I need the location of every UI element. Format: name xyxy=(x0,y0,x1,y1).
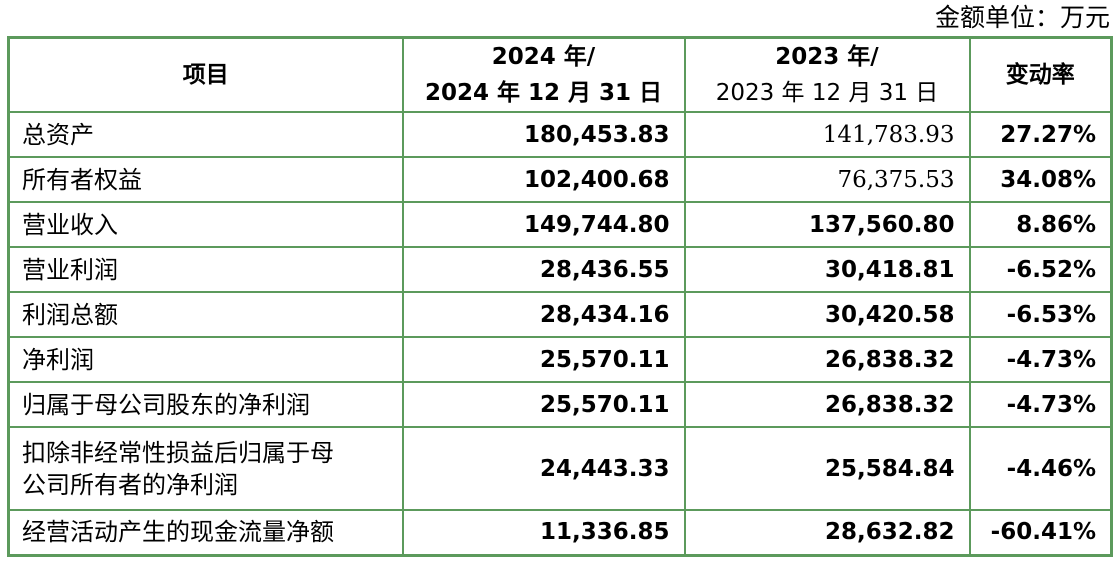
header-2024: 2024 年/ 2024 年 12 月 31 日 xyxy=(401,36,686,113)
header-2023-line2: 2023 年 12 月 31 日 xyxy=(715,80,939,106)
row-change: -6.53% xyxy=(968,291,1113,338)
row-label: 归属于母公司股东的净利润 xyxy=(7,381,404,428)
table-row: 营业收入 149,744.80 137,560.80 8.86% xyxy=(7,201,1113,248)
row-label-line1: 扣除非经常性损益后归属于母 xyxy=(22,438,334,467)
row-value-2023: 137,560.80 xyxy=(683,201,971,248)
table-header-row: 项目 2024 年/ 2024 年 12 月 31 日 2023 年/ 2023… xyxy=(7,36,1113,113)
table-row: 营业利润 28,436.55 30,418.81 -6.52% xyxy=(7,246,1113,293)
header-2024-line1: 2024 年/ xyxy=(491,44,596,70)
header-2023: 2023 年/ 2023 年 12 月 31 日 xyxy=(683,36,971,113)
table-row: 总资产 180,453.83 141,783.93 27.27% xyxy=(7,111,1113,158)
row-change: -60.41% xyxy=(968,509,1113,556)
row-value-2023: 141,783.93 xyxy=(683,111,971,158)
table-row: 净利润 25,570.11 26,838.32 -4.73% xyxy=(7,336,1113,383)
table-row: 扣除非经常性损益后归属于母 公司所有者的净利润 24,443.33 25,584… xyxy=(7,426,1113,511)
row-change: -4.46% xyxy=(968,426,1113,511)
unit-label: 金额单位：万元 xyxy=(934,3,1110,32)
row-label: 经营活动产生的现金流量净额 xyxy=(7,509,404,556)
row-value-2023: 26,838.32 xyxy=(683,381,971,428)
row-value-2024: 102,400.68 xyxy=(401,156,686,203)
row-change: 34.08% xyxy=(968,156,1113,203)
row-value-2023: 28,632.82 xyxy=(683,509,971,556)
row-value-2024: 25,570.11 xyxy=(401,336,686,383)
header-2024-line2: 2024 年 12 月 31 日 xyxy=(424,80,663,106)
row-label: 所有者权益 xyxy=(7,156,404,203)
table-row: 所有者权益 102,400.68 76,375.53 34.08% xyxy=(7,156,1113,203)
row-value-2023: 30,420.58 xyxy=(683,291,971,338)
row-value-2024: 28,434.16 xyxy=(401,291,686,338)
table-row: 利润总额 28,434.16 30,420.58 -6.53% xyxy=(7,291,1113,338)
row-label: 总资产 xyxy=(7,111,404,158)
table-row: 归属于母公司股东的净利润 25,570.11 26,838.32 -4.73% xyxy=(7,381,1113,428)
row-value-2023: 25,584.84 xyxy=(683,426,971,511)
row-value-2024: 25,570.11 xyxy=(401,381,686,428)
row-change: 8.86% xyxy=(968,201,1113,248)
row-value-2024: 28,436.55 xyxy=(401,246,686,293)
row-change: -4.73% xyxy=(968,336,1113,383)
row-value-2024: 11,336.85 xyxy=(401,509,686,556)
row-label: 净利润 xyxy=(7,336,404,383)
row-value-2024: 149,744.80 xyxy=(401,201,686,248)
row-label: 利润总额 xyxy=(7,291,404,338)
row-value-2024: 180,453.83 xyxy=(401,111,686,158)
row-change: -4.73% xyxy=(968,381,1113,428)
row-change: -6.52% xyxy=(968,246,1113,293)
row-value-2023: 26,838.32 xyxy=(683,336,971,383)
header-2023-line1: 2023 年/ xyxy=(775,44,879,70)
row-label-line2: 公司所有者的净利润 xyxy=(22,470,238,499)
row-label: 扣除非经常性损益后归属于母 公司所有者的净利润 xyxy=(7,426,404,511)
header-change: 变动率 xyxy=(968,36,1113,113)
financial-table: 项目 2024 年/ 2024 年 12 月 31 日 2023 年/ 2023… xyxy=(7,36,1113,557)
row-value-2024: 24,443.33 xyxy=(401,426,686,511)
row-value-2023: 76,375.53 xyxy=(683,156,971,203)
header-item: 项目 xyxy=(7,36,404,113)
table-row: 经营活动产生的现金流量净额 11,336.85 28,632.82 -60.41… xyxy=(7,509,1113,556)
row-change: 27.27% xyxy=(968,111,1113,158)
row-value-2023: 30,418.81 xyxy=(683,246,971,293)
row-label: 营业收入 xyxy=(7,201,404,248)
row-label: 营业利润 xyxy=(7,246,404,293)
